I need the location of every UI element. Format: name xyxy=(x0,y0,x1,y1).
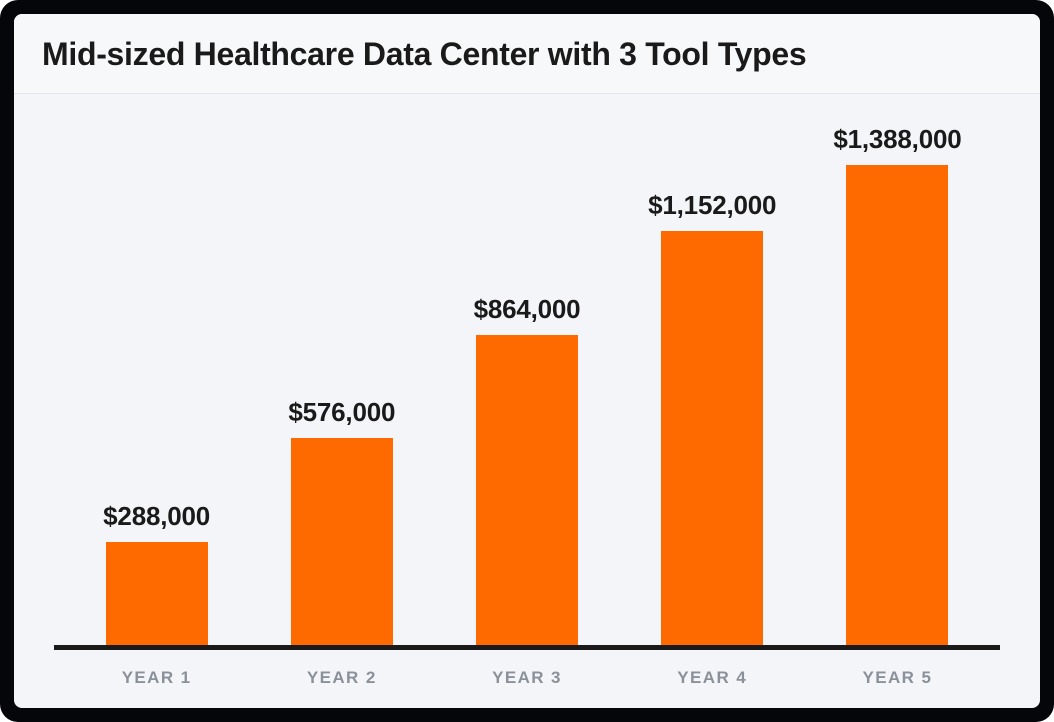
bar xyxy=(661,231,763,645)
chart-title: Mid-sized Healthcare Data Center with 3 … xyxy=(42,36,1012,73)
bar-value-label: $864,000 xyxy=(474,294,581,325)
x-axis-label: YEAR 4 xyxy=(620,668,805,688)
x-axis-label: YEAR 2 xyxy=(249,668,434,688)
outer-frame: Mid-sized Healthcare Data Center with 3 … xyxy=(0,0,1054,722)
bar-value-label: $1,152,000 xyxy=(648,190,776,221)
title-bar: Mid-sized Healthcare Data Center with 3 … xyxy=(14,14,1040,94)
x-axis-label: YEAR 5 xyxy=(805,668,990,688)
x-axis-label: YEAR 3 xyxy=(434,668,619,688)
bar-value-label: $288,000 xyxy=(103,501,210,532)
bar-slot: $288,000 xyxy=(64,124,249,645)
bars-region: $288,000 $576,000 $864,000 $1,152,000 $1,388… xyxy=(54,124,1000,650)
bar xyxy=(476,335,578,645)
x-axis-labels: YEAR 1YEAR 2YEAR 3YEAR 4YEAR 5 xyxy=(54,650,1000,688)
bar-slot: $1,152,000 xyxy=(620,124,805,645)
plot-area: $288,000 $576,000 $864,000 $1,152,000 $1,388… xyxy=(14,94,1040,708)
bar xyxy=(846,165,948,645)
bar-slot: $1,388,000 xyxy=(805,124,990,645)
bar-slot: $576,000 xyxy=(249,124,434,645)
x-axis-label: YEAR 1 xyxy=(64,668,249,688)
bar-value-label: $1,388,000 xyxy=(833,124,961,155)
chart-card: Mid-sized Healthcare Data Center with 3 … xyxy=(14,14,1040,708)
bar-value-label: $576,000 xyxy=(288,397,395,428)
bar-slot: $864,000 xyxy=(434,124,619,645)
bar xyxy=(106,542,208,645)
bar xyxy=(291,438,393,645)
